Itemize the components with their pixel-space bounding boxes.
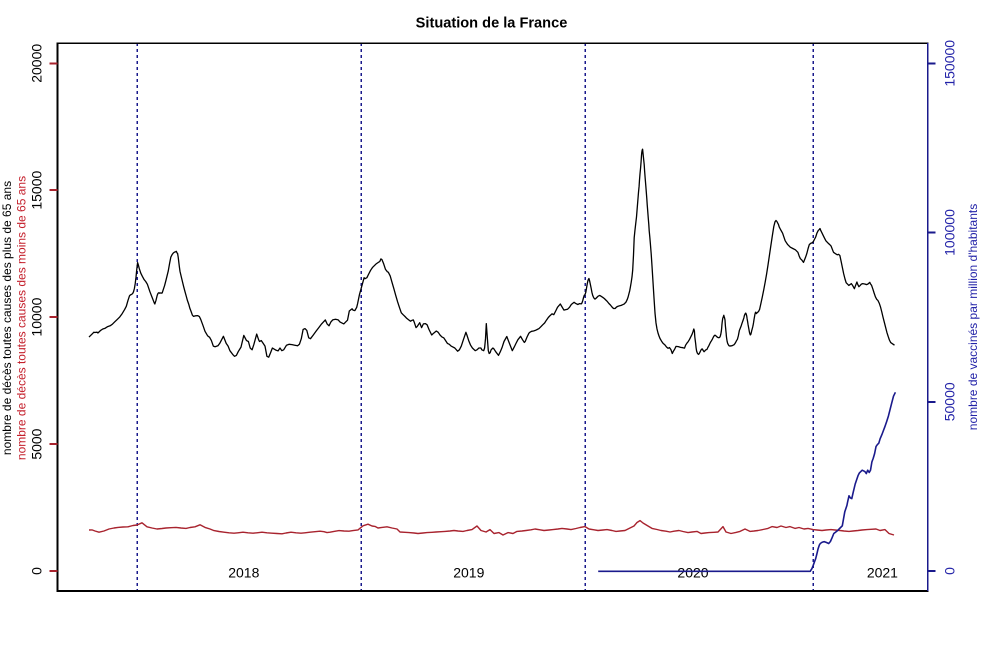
svg-text:2019: 2019 — [453, 564, 484, 580]
svg-text:5000: 5000 — [29, 428, 45, 459]
svg-text:100000: 100000 — [942, 209, 958, 256]
svg-text:2018: 2018 — [228, 564, 259, 580]
svg-text:nombre de décès toutes causes: nombre de décès toutes causes des plus d… — [0, 181, 14, 455]
svg-text:50000: 50000 — [942, 382, 958, 421]
svg-text:2021: 2021 — [867, 564, 898, 580]
svg-text:0: 0 — [942, 567, 958, 575]
svg-text:nombre de décès toutes causes: nombre de décès toutes causes des moins … — [15, 176, 29, 460]
svg-text:nombre de vaccinés par million: nombre de vaccinés par million d'habitan… — [966, 204, 980, 430]
svg-text:150000: 150000 — [942, 40, 958, 87]
svg-text:10000: 10000 — [29, 297, 45, 336]
svg-text:2020: 2020 — [677, 564, 708, 580]
svg-text:15000: 15000 — [29, 171, 45, 210]
svg-text:Situation de la France: Situation de la France — [416, 15, 568, 31]
svg-text:20000: 20000 — [29, 44, 45, 83]
svg-text:0: 0 — [29, 567, 45, 575]
